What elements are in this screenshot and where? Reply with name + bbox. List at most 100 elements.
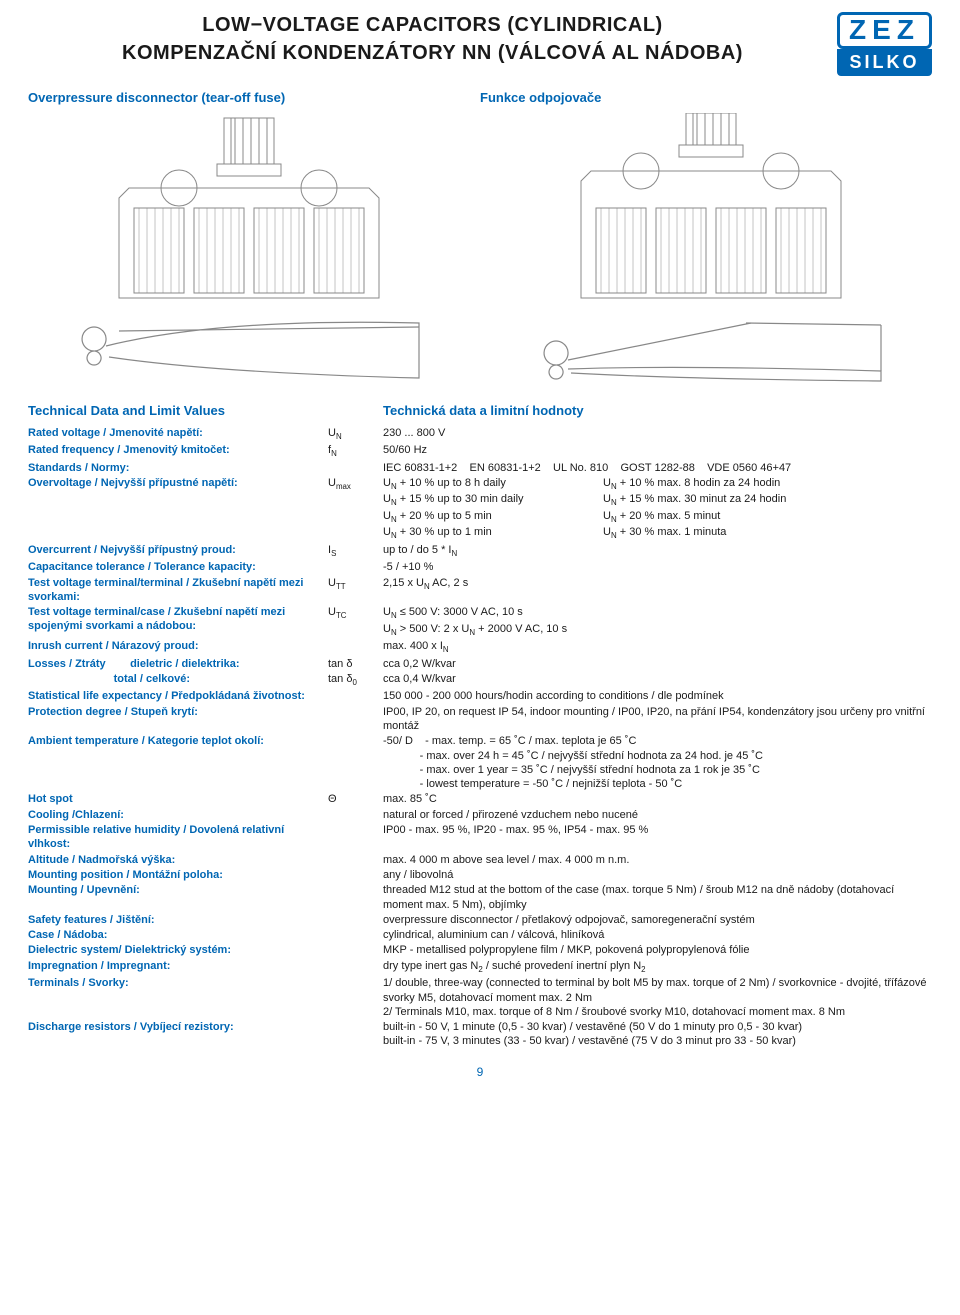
diagram-right <box>490 113 932 393</box>
spec-symbol: UTC <box>328 605 383 621</box>
spec-value: 230 ... 800 V <box>383 426 932 440</box>
spec-value: dry type inert gas N2 / suché provedení … <box>383 959 932 975</box>
spec-head-left: Technical Data and Limit Values <box>28 403 328 420</box>
spec-label: Mounting / Upevnění: <box>28 883 328 897</box>
subhead-left: Overpressure disconnector (tear-off fuse… <box>28 90 480 107</box>
spec-label: Rated frequency / Jmenovitý kmitočet: <box>28 443 328 457</box>
spec-row: Ambient temperature / Kategorie teplot o… <box>28 734 932 791</box>
spec-value: max. 85 ˚C <box>383 792 932 806</box>
spec-row: Permissible relative humidity / Dovolená… <box>28 823 932 852</box>
capacitor-cutaway-left <box>28 113 470 303</box>
spec-row: Test voltage terminal/terminal / Zkušebn… <box>28 576 932 605</box>
spec-row: Terminals / Svorky: 1/ double, three-way … <box>28 976 932 1019</box>
spec-head-right: Technická data a limitní hodnoty <box>383 403 584 420</box>
spec-label: Safety features / Jištění: <box>28 913 328 927</box>
diagram-row <box>28 113 932 393</box>
subhead-right: Funkce odpojovače <box>480 90 932 107</box>
spec-row: Test voltage terminal/case / Zkušební na… <box>28 605 932 638</box>
spec-value: IP00, IP 20, on request IP 54, indoor mo… <box>383 705 932 734</box>
title-block: LOW−VOLTAGE CAPACITORS (CYLINDRICAL) KOM… <box>28 12 837 66</box>
disconnector-curl-right <box>490 313 932 388</box>
spec-label: Standards / Normy: <box>28 461 328 475</box>
logo-bottom-text: SILKO <box>837 49 932 76</box>
spec-value: max. 400 x IN <box>383 639 932 655</box>
spec-label: Terminals / Svorky: <box>28 976 328 990</box>
spec-value: MKP - metallised polypropylene film / MK… <box>383 943 932 957</box>
spec-label: Permissible relative humidity / Dovolená… <box>28 823 328 852</box>
spec-row: Case / Nádoba: cylindrical, aluminium can… <box>28 928 932 942</box>
spec-row: Impregnation / Impregnant: dry type inert… <box>28 959 932 975</box>
spec-value: overpressure disconnector / přetlakový o… <box>383 913 932 927</box>
spec-value: natural or forced / přirozené vzduchem n… <box>383 808 932 822</box>
spec-label: total / celkové: <box>28 672 328 686</box>
spec-value: threaded M12 stud at the bottom of the c… <box>383 883 932 912</box>
spec-value: any / libovolná <box>383 868 932 882</box>
spec-symbol: IS <box>328 543 383 559</box>
capacitor-cutaway-right <box>490 113 932 303</box>
spec-symbol: Umax <box>328 476 383 492</box>
spec-section-headings: Technical Data and Limit Values Technick… <box>28 403 932 420</box>
spec-label: Discharge resistors / Vybíjecí rezistory… <box>28 1020 328 1034</box>
spec-label: Statistical life expectancy / Předpoklád… <box>28 689 328 703</box>
spec-row: Statistical life expectancy / Předpoklád… <box>28 689 932 703</box>
spec-symbol: tan δ <box>328 657 383 671</box>
logo-top-text: ZEZ <box>837 12 932 49</box>
spec-value: 1/ double, three-way (connected to termi… <box>383 976 932 1019</box>
spec-row: Mounting / Upevnění: threaded M12 stud at… <box>28 883 932 912</box>
diagram-subheadings: Overpressure disconnector (tear-off fuse… <box>28 90 932 107</box>
spec-value: max. 4 000 m above sea level / max. 4 00… <box>383 853 932 867</box>
spec-label: Cooling /Chlazení: <box>28 808 328 822</box>
spec-symbol: UN <box>328 426 383 442</box>
spec-value: 2,15 x UN AC, 2 s <box>383 576 932 592</box>
spec-value: cylindrical, aluminium can / válcová, hl… <box>383 928 932 942</box>
spec-label: Mounting position / Montážní poloha: <box>28 868 328 882</box>
page-number: 9 <box>28 1065 932 1081</box>
spec-label: Hot spot <box>28 792 328 806</box>
spec-row: Inrush current / Nárazový proud: max. 400… <box>28 639 932 655</box>
spec-row: Losses / Ztráty dieletric / dielektrika:… <box>28 657 932 671</box>
spec-value: cca 0,2 W/kvar <box>383 657 932 671</box>
spec-label: Ambient temperature / Kategorie teplot o… <box>28 734 328 748</box>
spec-row: total / celkové:tan δ0cca 0,4 W/kvar <box>28 672 932 688</box>
spec-label: Test voltage terminal/case / Zkušební na… <box>28 605 328 634</box>
spec-label: Capacitance tolerance / Tolerance kapaci… <box>28 560 328 574</box>
spec-label: Inrush current / Nárazový proud: <box>28 639 328 653</box>
spec-row: Hot spotΘmax. 85 ˚C <box>28 792 932 806</box>
spec-value: 150 000 - 200 000 hours/hodin according … <box>383 689 932 703</box>
spec-value: IP00 - max. 95 %, IP20 - max. 95 %, IP54… <box>383 823 932 837</box>
spec-symbol: UTT <box>328 576 383 592</box>
spec-value: built-in - 50 V, 1 minute (0,5 - 30 kvar… <box>383 1020 932 1049</box>
page-header: LOW−VOLTAGE CAPACITORS (CYLINDRICAL) KOM… <box>28 12 932 76</box>
spec-row: Mounting position / Montážní poloha: any … <box>28 868 932 882</box>
spec-symbol: tan δ0 <box>328 672 383 688</box>
spec-label: Test voltage terminal/terminal / Zkušebn… <box>28 576 328 605</box>
spec-value: IEC 60831-1+2 EN 60831-1+2 UL No. 810 GO… <box>383 461 932 475</box>
spec-row: Overvoltage / Nejvyšší přípustné napětí:… <box>28 476 932 542</box>
spec-label: Case / Nádoba: <box>28 928 328 942</box>
spec-row: Safety features / Jištění: overpressure d… <box>28 913 932 927</box>
spec-row: Rated frequency / Jmenovitý kmitočet:fN5… <box>28 443 932 459</box>
spec-row: Discharge resistors / Vybíjecí rezistory… <box>28 1020 932 1049</box>
spec-row: Capacitance tolerance / Tolerance kapaci… <box>28 560 932 574</box>
spec-value: cca 0,4 W/kvar <box>383 672 932 686</box>
spec-symbol: fN <box>328 443 383 459</box>
spec-label: Impregnation / Impregnant: <box>28 959 328 973</box>
spec-row: Cooling /Chlazení: natural or forced / př… <box>28 808 932 822</box>
zez-silko-logo: ZEZ SILKO <box>837 12 932 76</box>
spec-row: Overcurrent / Nejvyšší přípustný proud:I… <box>28 543 932 559</box>
spec-label: Protection degree / Stupeň krytí: <box>28 705 328 719</box>
spec-label: Losses / Ztráty dieletric / dielektrika: <box>28 657 328 671</box>
spec-label: Rated voltage / Jmenovité napětí: <box>28 426 328 440</box>
spec-symbol: Θ <box>328 792 383 806</box>
spec-value: 50/60 Hz <box>383 443 932 457</box>
spec-value: -5 / +10 % <box>383 560 932 574</box>
title-cz: KOMPENZAČNÍ KONDENZÁTORY NN (VÁLCOVÁ AL … <box>28 40 837 66</box>
spec-value: UN ≤ 500 V: 3000 V AC, 10 sUN > 500 V: 2… <box>383 605 932 638</box>
spec-label: Overcurrent / Nejvyšší přípustný proud: <box>28 543 328 557</box>
disconnector-curl-left <box>28 313 470 388</box>
spec-row: Standards / Normy: IEC 60831-1+2 EN 60831… <box>28 461 932 475</box>
spec-value: -50/ D - max. temp. = 65 ˚C / max. teplo… <box>383 734 932 791</box>
diagram-left <box>28 113 470 393</box>
spec-row: Protection degree / Stupeň krytí: IP00, I… <box>28 705 932 734</box>
spec-label: Altitude / Nadmořská výška: <box>28 853 328 867</box>
